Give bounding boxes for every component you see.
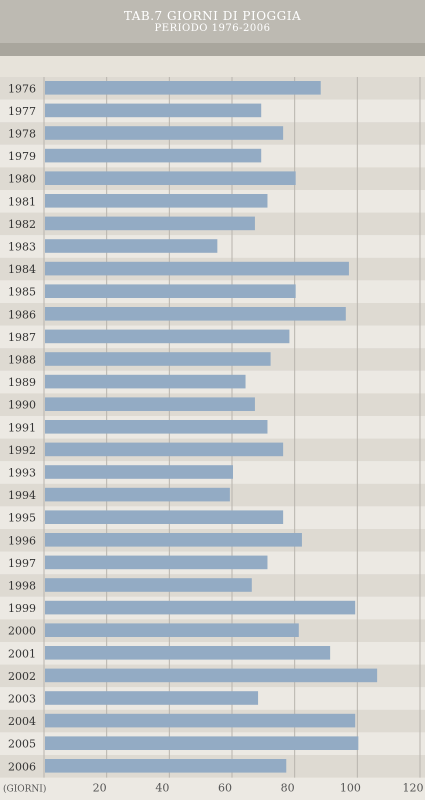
year-label: 1982 — [8, 218, 36, 231]
bar — [45, 307, 346, 321]
chart-subtitle: PERIODO 1976-2006 — [154, 23, 271, 34]
bar — [45, 510, 284, 524]
header-band-light — [0, 56, 425, 77]
year-label: 1983 — [8, 241, 36, 254]
year-label: 1989 — [8, 376, 36, 389]
bar — [45, 668, 378, 683]
bar — [45, 442, 284, 457]
year-label: 1976 — [8, 82, 36, 95]
year-label: 1990 — [8, 399, 36, 412]
year-label: 2000 — [8, 625, 36, 638]
year-label: 1997 — [8, 557, 36, 570]
bar — [45, 533, 302, 547]
bar — [45, 352, 271, 366]
x-tick-label: 100 — [340, 782, 361, 795]
title-box: TAB.7 GIORNI DI PIOGGIA PERIODO 1976-200… — [0, 0, 425, 43]
bar — [45, 487, 230, 502]
year-label: 1980 — [8, 173, 36, 186]
bar — [45, 284, 296, 298]
bar — [45, 148, 262, 163]
bar — [45, 239, 218, 253]
bar — [45, 194, 268, 208]
year-label: 1984 — [8, 263, 36, 276]
year-label: 2004 — [8, 715, 36, 728]
year-label: 1978 — [8, 128, 36, 141]
year-label: 2001 — [8, 647, 36, 660]
bar — [45, 216, 255, 231]
bar — [45, 81, 321, 95]
bar — [45, 759, 287, 773]
bar — [45, 397, 255, 411]
year-label: 2005 — [8, 738, 36, 751]
bar — [45, 126, 284, 140]
year-label: 1996 — [8, 534, 36, 547]
bar — [45, 261, 349, 276]
x-tick-label: 40 — [155, 782, 169, 795]
x-tick-label: 20 — [93, 782, 107, 795]
year-label: 1994 — [8, 489, 36, 502]
bar — [45, 103, 262, 118]
year-label: 1998 — [8, 580, 36, 593]
bar — [45, 555, 268, 570]
bar — [45, 623, 299, 637]
year-label: 1991 — [8, 421, 36, 434]
year-label: 2006 — [8, 760, 36, 773]
x-tick-label: 60 — [218, 782, 232, 795]
x-axis-label: (GIORNI) — [3, 784, 46, 795]
year-label: 1999 — [8, 602, 36, 615]
chart-title: TAB.7 GIORNI DI PIOGGIA — [123, 9, 302, 23]
bar — [45, 646, 331, 660]
bar — [45, 329, 290, 344]
bar — [45, 713, 356, 728]
year-label: 1977 — [8, 105, 36, 118]
x-tick-label: 120 — [403, 782, 424, 795]
bar — [45, 736, 359, 750]
bar — [45, 374, 246, 389]
bar — [45, 578, 252, 592]
bar — [45, 420, 268, 434]
year-label: 1988 — [8, 354, 36, 367]
bar — [45, 465, 233, 479]
year-label: 2003 — [8, 693, 36, 706]
year-label: 1979 — [8, 150, 36, 163]
year-label: 1987 — [8, 331, 36, 344]
year-label: 1993 — [8, 467, 36, 480]
year-label: 1992 — [8, 444, 36, 457]
x-tick-label: 80 — [281, 782, 295, 795]
bar — [45, 600, 356, 615]
year-label: 1995 — [8, 512, 36, 525]
year-label: 1985 — [8, 286, 36, 299]
year-label: 1986 — [8, 308, 36, 321]
year-label: 2002 — [8, 670, 36, 683]
bar — [45, 171, 296, 185]
year-label: 1981 — [8, 195, 36, 208]
header-band-dark — [0, 43, 425, 56]
bar — [45, 691, 259, 705]
